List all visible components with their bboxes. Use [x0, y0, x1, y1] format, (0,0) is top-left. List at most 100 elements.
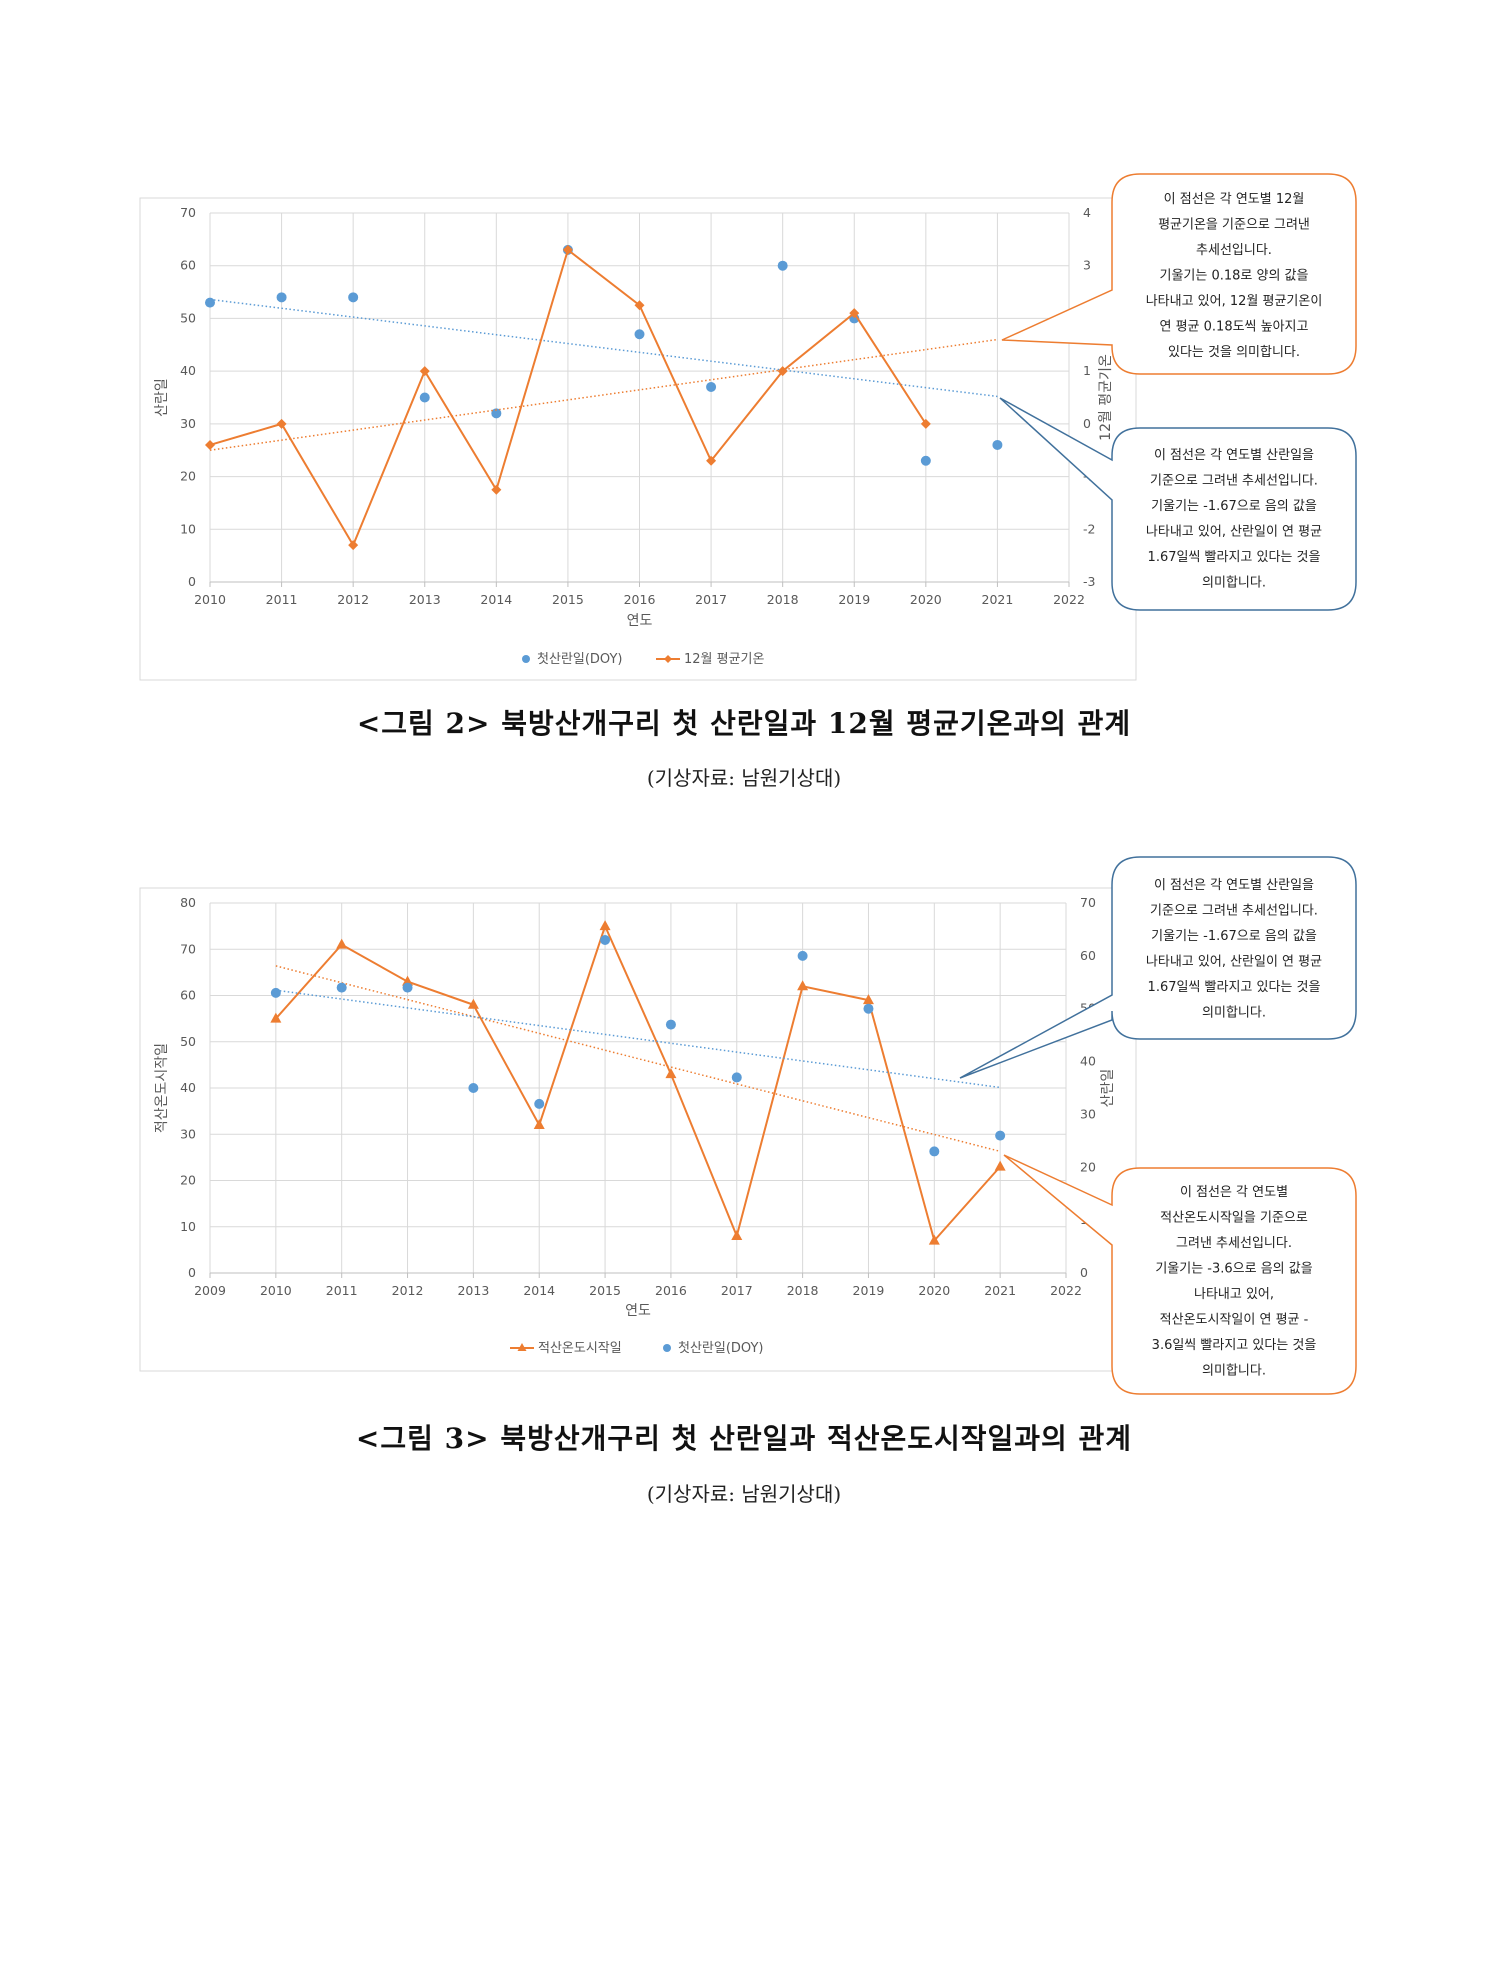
- y-left-axis-title: 산란일: [154, 378, 170, 417]
- y-left-axis-title: 적산온도시작일: [154, 1043, 170, 1133]
- triangle-marker: [467, 998, 479, 1009]
- y-left-tick-label: 50: [180, 1034, 196, 1049]
- x-tick-label: 2017: [721, 1283, 753, 1298]
- y-left-tick-label: 0: [188, 1265, 196, 1280]
- fig2-callout-blue-text: 기울기는 -1.67으로 음의 값을: [1151, 499, 1317, 514]
- x-tick-label: 2010: [260, 1283, 292, 1298]
- fig3-callout-blue-text: 의미합니다.: [1202, 1006, 1266, 1021]
- scatter-point: [797, 950, 808, 961]
- chart-frame: [139, 197, 1137, 681]
- x-tick-label: 2012: [392, 1283, 424, 1298]
- y-right-tick-label: 30: [1080, 1106, 1096, 1121]
- x-tick-label: 2014: [480, 592, 512, 607]
- x-tick-label: 2017: [695, 592, 727, 607]
- fig3-callout-orange-text: 그려낸 추세선입니다.: [1176, 1236, 1292, 1251]
- scatter-point: [270, 987, 281, 998]
- scatter-point: [634, 329, 645, 340]
- chart-frame: [139, 887, 1137, 1372]
- x-tick-label: 2020: [910, 592, 942, 607]
- diamond-marker: [348, 540, 359, 551]
- scatter-point: [348, 292, 359, 303]
- y-left-tick-label: 60: [180, 988, 196, 1003]
- fig3-callout-orange-text: 3.6일씩 빨라지고 있다는 것을: [1152, 1338, 1317, 1353]
- y-right-tick-label: 60: [1080, 948, 1096, 963]
- x-tick-label: 2011: [266, 592, 298, 607]
- x-axis-title: 연도: [625, 1303, 651, 1319]
- fig3-callout-blue-bubble: [959, 856, 1357, 1079]
- trend-line: [209, 298, 998, 398]
- scatter-point: [534, 1098, 545, 1109]
- x-tick-label: 2015: [552, 592, 584, 607]
- fig3-callout-orange-bubble: [1003, 1154, 1357, 1395]
- fig2-callout-blue-text: 나타내고 있어, 산란일이 연 평균: [1146, 525, 1322, 540]
- fig2-callout-orange-text: 기울기는 0.18로 양의 값을: [1160, 269, 1309, 284]
- fig3-callout-orange-text: 나타내고 있어,: [1194, 1287, 1274, 1302]
- y-left-tick-label: 70: [180, 941, 196, 956]
- y-left-tick-label: 0: [188, 574, 196, 589]
- y-right-tick-label: 1: [1083, 363, 1091, 378]
- trend-line: [209, 338, 998, 451]
- y-left-tick-label: 70: [180, 205, 196, 220]
- triangle-marker: [533, 1119, 545, 1129]
- y-left-tick-label: 60: [180, 258, 196, 273]
- y-left-tick-label: 50: [180, 310, 196, 325]
- y-right-tick-label: -3: [1083, 574, 1095, 589]
- fig3-callout-orange-text: 이 점선은 각 연도별: [1180, 1185, 1288, 1200]
- x-tick-label: 2013: [457, 1283, 489, 1298]
- x-tick-label: 2012: [337, 592, 369, 607]
- triangle-marker: [797, 980, 809, 991]
- x-tick-label: 2015: [589, 1283, 621, 1298]
- figure-3-caption: <그림 3> 북방산개구리 첫 산란일과 적산온도시작일과의 관계: [355, 1422, 1133, 1455]
- scatter-point: [402, 982, 413, 993]
- x-axis-title: 연도: [627, 613, 653, 629]
- y-right-tick-label: 0: [1080, 1265, 1088, 1280]
- diamond-marker: [706, 455, 717, 466]
- scatter-point: [863, 1003, 874, 1014]
- scatter-point: [706, 381, 717, 392]
- y-left-tick-label: 40: [180, 1080, 196, 1095]
- y-left-tick-label: 20: [180, 1173, 196, 1188]
- diamond-marker: [849, 308, 860, 319]
- fig2-callout-orange-text: 평균기온을 기준으로 그려낸: [1158, 218, 1310, 233]
- legend-marker-scatter: [663, 1344, 671, 1352]
- diamond-marker: [276, 418, 287, 429]
- x-tick-label: 2016: [655, 1283, 687, 1298]
- legend-label-scatter: 첫산란일(DOY): [678, 1341, 763, 1356]
- scatter-point: [777, 260, 788, 271]
- y-left-tick-label: 20: [180, 469, 196, 484]
- scatter-point: [491, 408, 502, 419]
- fig3-callout-orange-text: 기울기는 -3.6으로 음의 값을: [1155, 1262, 1312, 1277]
- x-tick-label: 2018: [787, 1283, 819, 1298]
- x-tick-label: 2011: [326, 1283, 358, 1298]
- scatter-point: [419, 392, 430, 403]
- scatter-point: [276, 292, 287, 303]
- y-left-tick-label: 30: [180, 1126, 196, 1141]
- trend-line: [275, 989, 1001, 1089]
- triangle-marker: [270, 1012, 282, 1023]
- fig2-callout-blue-text: 의미합니다.: [1202, 576, 1266, 591]
- diamond-marker: [562, 244, 573, 255]
- x-tick-label: 2019: [838, 592, 870, 607]
- fig2-callout-blue-text: 이 점선은 각 연도별 산란일을: [1154, 448, 1314, 463]
- fig2-callout-orange-text: 있다는 것을 의미합니다.: [1168, 345, 1300, 360]
- figure-2-source: (기상자료: 남원기상대): [646, 766, 842, 790]
- y-left-tick-label: 80: [180, 895, 196, 910]
- legend-marker-triangle: [517, 1343, 527, 1351]
- y-right-tick-label: 70: [1080, 895, 1096, 910]
- x-tick-label: 2021: [984, 1283, 1016, 1298]
- figure-2-caption: <그림 2> 북방산개구리 첫 산란일과 12월 평균기온과의 관계: [356, 707, 1132, 740]
- x-tick-label: 2020: [918, 1283, 950, 1298]
- legend-marker-scatter: [522, 655, 530, 663]
- y-right-axis-title: 12월 평균기온: [1098, 354, 1114, 441]
- diamond-marker: [634, 300, 645, 311]
- diamond-marker: [920, 418, 931, 429]
- scatter-point: [665, 1019, 676, 1030]
- triangle-marker: [336, 938, 348, 949]
- scatter-point: [600, 935, 611, 945]
- fig3-callout-blue-text: 이 점선은 각 연도별 산란일을: [1154, 878, 1314, 893]
- fig2-callout-orange-text: 추세선입니다.: [1196, 243, 1272, 258]
- x-tick-label: 2014: [523, 1283, 555, 1298]
- triangle-marker: [862, 994, 874, 1005]
- legend-marker-diamond: [664, 655, 672, 663]
